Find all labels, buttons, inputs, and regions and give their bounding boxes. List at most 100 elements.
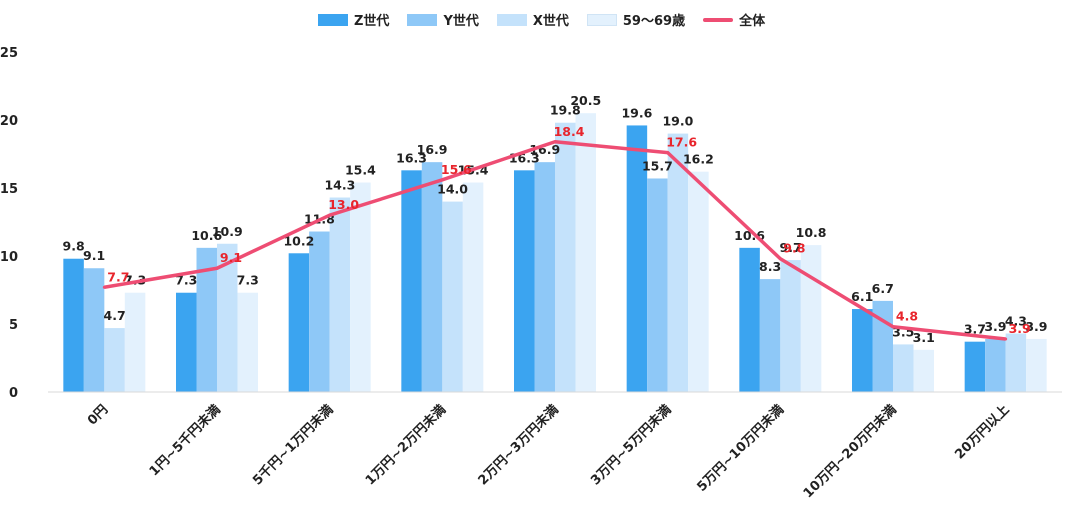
bar-value-label: 3.9 xyxy=(984,319,1006,334)
bar xyxy=(913,349,934,392)
total-point xyxy=(1004,337,1008,341)
total-value-label: 15.6 xyxy=(441,162,472,177)
total-value-label: 9.8 xyxy=(783,241,805,256)
bar-value-label: 19.0 xyxy=(662,114,693,129)
bar xyxy=(217,243,238,392)
bar xyxy=(442,201,463,392)
bar-value-label: 10.6 xyxy=(191,228,222,243)
category-label: 5千円~1万円未満 xyxy=(250,402,337,489)
bar-value-label: 16.9 xyxy=(529,142,560,157)
bar xyxy=(462,182,484,392)
legend-swatch-x xyxy=(496,13,527,26)
category-label: 0円 xyxy=(85,402,111,428)
bar-value-label: 7.3 xyxy=(237,273,259,288)
bar xyxy=(288,253,310,392)
category-label: 3万円~5万円未満 xyxy=(588,402,675,489)
legend-item-z: Z世代 xyxy=(318,10,389,29)
y-tick-label: 15 xyxy=(0,182,18,197)
bar-value-label: 14.0 xyxy=(437,182,468,197)
bar xyxy=(688,171,709,392)
legend: Z世代 Y世代 X世代 59～69歳 全体 xyxy=(318,10,783,29)
total-value-label: 18.4 xyxy=(554,124,585,139)
bar-value-label: 19.6 xyxy=(621,105,652,120)
total-point xyxy=(553,140,557,144)
legend-swatch-z xyxy=(318,13,348,26)
bar-value-label: 10.9 xyxy=(212,224,243,239)
bar-value-label: 10.2 xyxy=(283,233,314,248)
bar-value-label: 10.8 xyxy=(796,225,827,240)
total-value-label: 9.1 xyxy=(220,250,242,265)
legend-swatch-y xyxy=(407,13,438,26)
total-value-label: 17.6 xyxy=(666,135,697,150)
bar xyxy=(575,113,596,392)
category-label: 10万円~20万円未満 xyxy=(800,402,900,502)
legend-item-5969: 59～69歳 xyxy=(586,10,685,29)
bar xyxy=(626,125,648,392)
bar xyxy=(739,247,760,392)
bar-value-label: 4.7 xyxy=(104,308,126,323)
legend-item-total: 全体 xyxy=(703,10,765,29)
category-label: 5万円~10万円未満 xyxy=(694,402,787,495)
legend-label-total: 全体 xyxy=(739,14,766,29)
bar-value-label: 15.7 xyxy=(642,158,673,173)
bar xyxy=(309,231,330,392)
bar xyxy=(759,279,781,392)
bar xyxy=(800,245,822,392)
total-point xyxy=(891,325,895,329)
bar-value-label: 16.9 xyxy=(417,142,448,157)
bar-value-label: 16.3 xyxy=(396,150,427,165)
bar xyxy=(667,133,689,392)
bar xyxy=(647,178,668,392)
legend-item-y: Y世代 xyxy=(407,10,479,29)
bar xyxy=(514,170,535,392)
category-label: 2万円~3万円未満 xyxy=(475,402,562,489)
total-point xyxy=(215,266,219,270)
bar-value-label: 9.1 xyxy=(83,248,105,263)
bar xyxy=(83,268,105,392)
bar xyxy=(1026,338,1047,392)
bar xyxy=(534,162,555,392)
total-value-label: 4.8 xyxy=(896,309,918,324)
bar xyxy=(780,260,801,392)
bar-value-label: 6.7 xyxy=(872,281,894,296)
bar-value-label: 16.2 xyxy=(683,152,714,167)
total-point xyxy=(778,257,782,261)
y-tick-label: 10 xyxy=(0,250,18,265)
legend-swatch-total xyxy=(703,17,734,22)
y-tick-label: 20 xyxy=(0,114,18,129)
bar xyxy=(329,197,351,392)
bar-value-label: 3.9 xyxy=(1025,319,1047,334)
bar-value-label: 7.3 xyxy=(175,273,197,288)
legend-label-x: X世代 xyxy=(532,14,569,29)
total-point xyxy=(102,285,106,289)
total-value-label: 3.9 xyxy=(1009,321,1031,336)
bar xyxy=(63,258,84,392)
bar xyxy=(1005,333,1027,392)
bar-value-label: 15.4 xyxy=(345,163,376,178)
bar xyxy=(985,338,1006,392)
y-tick-label: 5 xyxy=(9,318,18,333)
bar xyxy=(237,292,258,392)
legend-swatch-5969 xyxy=(586,13,617,26)
category-label: 1万円~2万円未満 xyxy=(362,402,449,489)
bar-value-label: 3.7 xyxy=(964,322,986,337)
bar-value-label: 4.3 xyxy=(1005,314,1027,329)
category-label: 20万円以上 xyxy=(952,402,1012,462)
bar xyxy=(852,309,873,392)
bar-value-label: 9.8 xyxy=(63,239,85,254)
bar-value-label: 14.3 xyxy=(324,178,355,193)
bar xyxy=(124,292,146,392)
legend-label-y: Y世代 xyxy=(443,14,479,29)
bar-value-label: 9.7 xyxy=(780,240,802,255)
bar-value-label: 19.8 xyxy=(550,103,581,118)
y-tick-label: 0 xyxy=(9,386,18,401)
legend-item-x: X世代 xyxy=(496,10,569,29)
bar xyxy=(104,328,125,392)
bar-value-label: 8.3 xyxy=(759,259,781,274)
bar xyxy=(555,122,576,392)
total-point xyxy=(666,151,670,155)
bar-value-label: 3.1 xyxy=(913,330,935,345)
legend-label-z: Z世代 xyxy=(354,14,390,29)
total-value-label: 13.0 xyxy=(328,197,359,212)
